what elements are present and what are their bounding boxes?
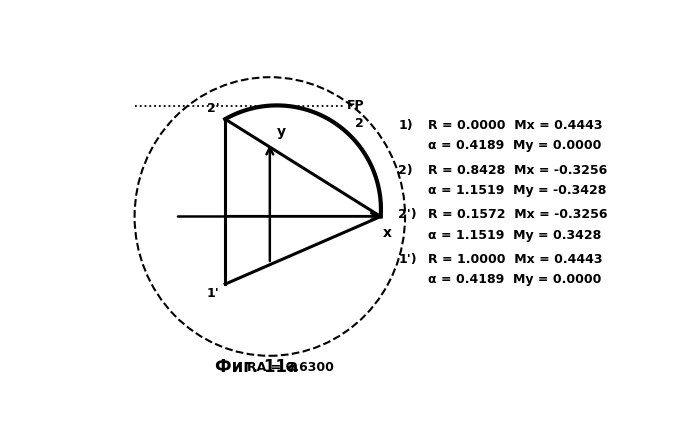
Text: RA = 0.6300: RA = 0.6300 — [246, 361, 334, 374]
Text: α = 1.1519  My = 0.3428: α = 1.1519 My = 0.3428 — [428, 229, 601, 242]
Text: 1': 1' — [207, 287, 220, 300]
Text: R = 0.8428  Mx = -0.3256: R = 0.8428 Mx = -0.3256 — [428, 164, 607, 177]
Text: R = 0.1572  Mx = -0.3256: R = 0.1572 Mx = -0.3256 — [428, 208, 607, 222]
Text: α = 1.1519  My = -0.3428: α = 1.1519 My = -0.3428 — [428, 184, 607, 197]
Text: 2: 2 — [355, 117, 364, 130]
Text: 1'): 1') — [399, 253, 417, 266]
Text: α = 0.4189  My = 0.0000: α = 0.4189 My = 0.0000 — [428, 273, 602, 286]
Text: x: x — [383, 226, 392, 240]
Text: Фиг. 11а: Фиг. 11а — [215, 359, 298, 376]
Text: FP: FP — [347, 99, 364, 112]
Text: R = 0.0000  Mx = 0.4443: R = 0.0000 Mx = 0.4443 — [428, 119, 602, 132]
Text: 2'): 2') — [399, 208, 417, 222]
Text: 1): 1) — [399, 119, 413, 132]
Text: 2': 2' — [207, 102, 220, 115]
Text: α = 0.4189  My = 0.0000: α = 0.4189 My = 0.0000 — [428, 139, 602, 152]
Text: 2): 2) — [399, 164, 413, 177]
Text: R = 1.0000  Mx = 0.4443: R = 1.0000 Mx = 0.4443 — [428, 253, 602, 266]
Text: y: y — [276, 125, 285, 139]
